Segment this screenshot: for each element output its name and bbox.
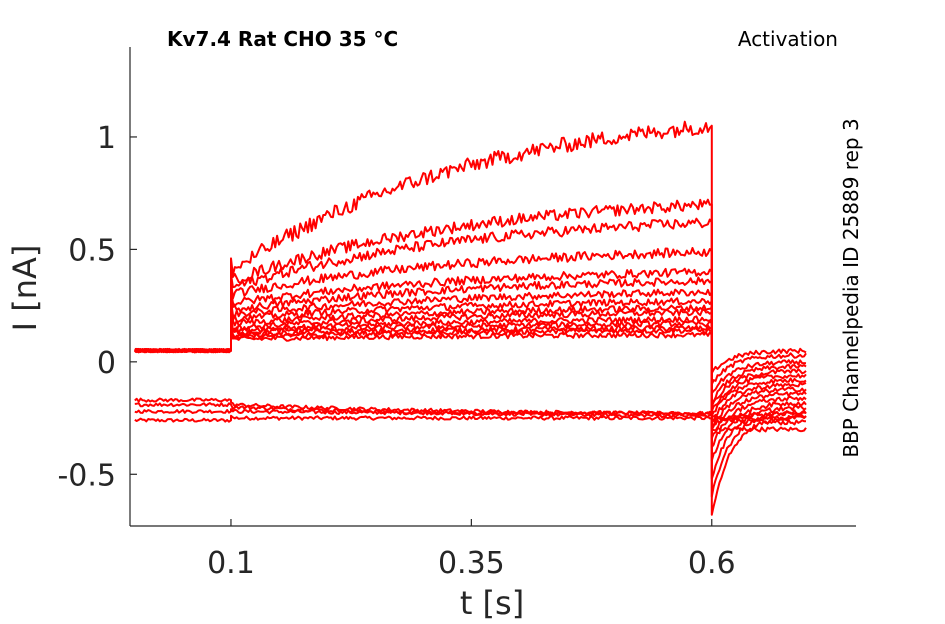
- trace-5: [134, 324, 807, 375]
- x-tick-label: 0.6: [688, 546, 736, 581]
- trace-11: [134, 304, 807, 417]
- y-tick-label: 0.5: [68, 233, 116, 268]
- ticks-group: 0.1 0.35 0.6 -0.5 0 0.5 1: [57, 121, 735, 581]
- chart-title: Kv7.4 Rat CHO 35 °C: [167, 27, 398, 51]
- y-tick-label: -0.5: [57, 458, 116, 493]
- trace-16: [134, 247, 807, 462]
- trace-13: [134, 288, 807, 431]
- y-tick-label: 0: [97, 346, 116, 381]
- x-axis-label: t [s]: [460, 584, 524, 622]
- trace-15: [133, 267, 807, 449]
- trace-14: [134, 276, 807, 440]
- x-tick-label: 0.35: [438, 546, 505, 581]
- x-tick-label: 0.1: [207, 546, 255, 581]
- trace-18: [134, 198, 807, 498]
- trace-17: [134, 217, 807, 480]
- traces-group: [133, 120, 807, 516]
- chart-subtitle: Activation: [738, 27, 838, 51]
- axes: [129, 47, 856, 527]
- trace-12: [134, 297, 807, 424]
- side-label: BBP Channelpedia ID 25889 rep 3: [839, 118, 863, 457]
- trace-4: [134, 397, 807, 426]
- y-axis-label: I [nA]: [6, 245, 44, 332]
- trace-1: [134, 413, 807, 426]
- y-tick-label: 1: [97, 121, 116, 156]
- trace-19: [134, 120, 807, 516]
